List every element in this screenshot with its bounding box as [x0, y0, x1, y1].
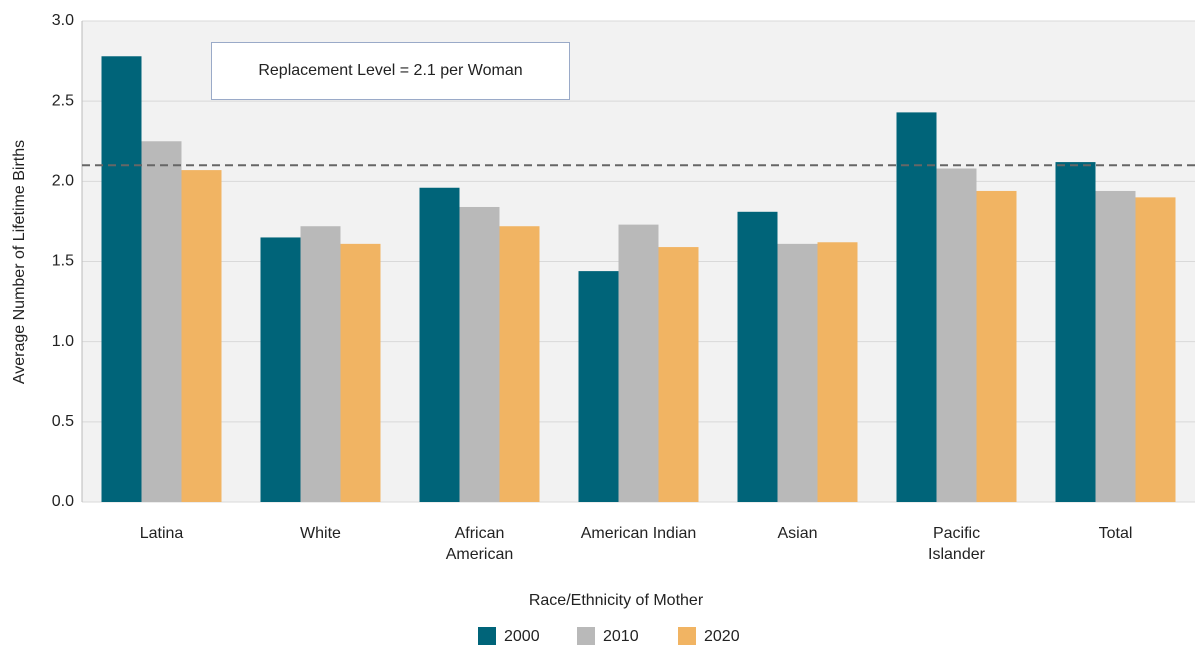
bar: [181, 170, 222, 503]
y-tick-label: 1.0: [52, 333, 74, 350]
legend-swatch: [478, 627, 496, 645]
bar: [896, 112, 937, 502]
bar: [499, 226, 540, 502]
x-tick-label: White: [300, 525, 341, 542]
bar: [459, 206, 500, 502]
y-tick-label: 0.5: [52, 413, 74, 430]
bar: [1135, 197, 1176, 502]
legend-label: 2000: [504, 628, 540, 645]
bar: [618, 224, 659, 502]
y-tick-label: 1.5: [52, 253, 74, 270]
bar: [817, 242, 858, 502]
x-tick-label: African American: [445, 525, 514, 563]
bar: [976, 190, 1017, 502]
bar: [101, 56, 142, 502]
x-tick-label: American Indian: [580, 525, 697, 542]
bar: [777, 243, 818, 502]
y-tick-label: 3.0: [52, 12, 74, 29]
bar: [936, 168, 977, 503]
x-tick-label: Total: [1098, 525, 1133, 542]
x-axis-title: Race/Ethnicity of Mother: [529, 592, 704, 609]
bar: [340, 243, 381, 502]
legend-label: 2010: [603, 628, 639, 645]
y-tick-label: 2.5: [52, 92, 74, 109]
bar: [300, 226, 341, 502]
x-tick-label: Asian: [777, 525, 818, 542]
bar: [419, 187, 460, 502]
reference-label: Replacement Level = 2.1 per Woman: [211, 42, 570, 100]
x-tick-label: Pacific Islander: [928, 525, 985, 563]
bar: [658, 247, 699, 502]
bar: [1055, 162, 1096, 503]
bar: [141, 141, 182, 502]
y-axis-title: Average Number of Lifetime Births: [11, 140, 28, 384]
y-tick-label: 0.0: [52, 493, 74, 510]
y-tick-label: 2.0: [52, 173, 74, 190]
bar: [1095, 190, 1136, 502]
bar: [737, 211, 778, 502]
legend-swatch: [678, 627, 696, 645]
legend-swatch: [577, 627, 595, 645]
bar: [578, 271, 619, 502]
x-tick-label: Latina: [139, 525, 184, 542]
legend-label: 2020: [704, 628, 740, 645]
bar: [260, 237, 301, 502]
